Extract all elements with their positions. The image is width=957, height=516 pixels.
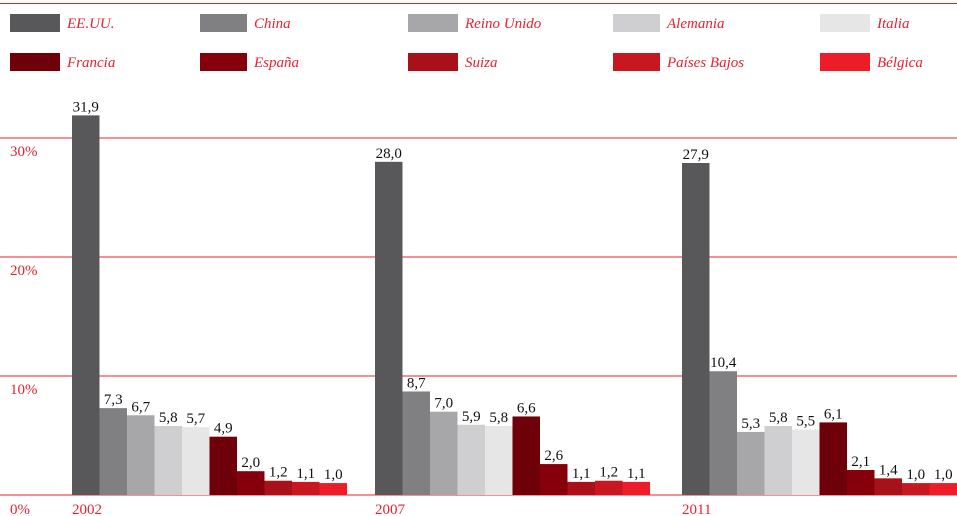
legend-label-ee-uu: EE.UU. bbox=[66, 16, 115, 32]
bar-italia-2007 bbox=[485, 425, 513, 495]
value-label-alemania-2007: 5,9 bbox=[462, 409, 481, 425]
legend-label-espana: España bbox=[253, 55, 299, 71]
legend-swatch-china bbox=[200, 14, 247, 32]
value-label-espana-2011: 2,1 bbox=[851, 454, 870, 470]
value-label-ee-uu-2011: 27,9 bbox=[683, 147, 709, 163]
value-label-alemania-2011: 5,8 bbox=[769, 410, 788, 426]
bars bbox=[72, 115, 957, 496]
legend-label-francia: Francia bbox=[66, 55, 115, 71]
value-label-belgica-2011: 1,0 bbox=[934, 467, 953, 483]
legend-swatch-suiza bbox=[408, 53, 458, 71]
value-label-suiza-2007: 1,1 bbox=[572, 466, 591, 482]
legend-label-reino-unido: Reino Unido bbox=[464, 16, 542, 32]
value-label-francia-2007: 6,6 bbox=[517, 400, 536, 416]
bar-paises-bajos-2002 bbox=[292, 481, 320, 495]
value-label-china-2011: 10,4 bbox=[710, 355, 737, 371]
x-category-label-2011: 2011 bbox=[682, 502, 711, 516]
value-label-alemania-2002: 5,8 bbox=[159, 410, 178, 426]
bar-francia-2007 bbox=[512, 416, 540, 495]
bar-belgica-2007 bbox=[622, 481, 650, 495]
bar-espana-2007 bbox=[540, 464, 568, 495]
bar-belgica-2011 bbox=[929, 483, 957, 495]
value-label-suiza-2011: 1,4 bbox=[879, 462, 898, 478]
bar-francia-2011 bbox=[819, 422, 847, 495]
legend-swatch-ee-uu bbox=[10, 14, 60, 32]
legend-swatch-espana bbox=[200, 53, 247, 71]
legend: EE.UU. China Reino Unido Alemania Italia Fran… bbox=[10, 14, 923, 71]
legend-label-suiza: Suiza bbox=[465, 55, 498, 71]
legend-label-china: China bbox=[254, 16, 291, 32]
value-label-reino-unido-2007: 7,0 bbox=[434, 396, 453, 412]
value-label-espana-2007: 2,6 bbox=[544, 448, 563, 464]
legend-label-belgica: Bélgica bbox=[877, 55, 923, 71]
bar-italia-2011 bbox=[792, 429, 820, 495]
bar-alemania-2002 bbox=[154, 425, 182, 495]
bar-espana-2011 bbox=[847, 470, 875, 495]
bar-belgica-2002 bbox=[319, 483, 347, 495]
value-label-suiza-2002: 1,2 bbox=[269, 465, 288, 481]
legend-swatch-reino-unido bbox=[408, 14, 458, 32]
legend-swatch-italia bbox=[820, 14, 870, 32]
value-label-ee-uu-2007: 28,0 bbox=[376, 146, 402, 162]
bar-china-2002 bbox=[99, 408, 127, 495]
value-label-china-2007: 8,7 bbox=[407, 375, 426, 391]
value-label-ee-uu-2002: 31,9 bbox=[73, 99, 99, 115]
bar-ee-uu-2011 bbox=[682, 162, 710, 496]
bar-suiza-2007 bbox=[567, 481, 595, 495]
value-label-reino-unido-2011: 5,3 bbox=[741, 416, 760, 432]
value-label-paises-bajos-2011: 1,0 bbox=[906, 467, 925, 483]
legend-swatch-francia bbox=[10, 53, 60, 71]
bar-alemania-2007 bbox=[457, 424, 485, 495]
bar-ee-uu-2002 bbox=[72, 115, 100, 495]
value-label-francia-2011: 6,1 bbox=[824, 406, 843, 422]
x-category-label-2002: 2002 bbox=[72, 502, 102, 516]
legend-swatch-alemania bbox=[613, 14, 660, 32]
x-category-label-2007: 2007 bbox=[375, 502, 406, 516]
legend-swatch-belgica bbox=[820, 53, 870, 71]
value-label-italia-2011: 5,5 bbox=[796, 414, 815, 430]
bar-suiza-2002 bbox=[264, 480, 292, 495]
bar-suiza-2011 bbox=[874, 478, 902, 495]
bar-paises-bajos-2007 bbox=[595, 480, 623, 495]
value-label-belgica-2007: 1,1 bbox=[627, 466, 646, 482]
value-label-italia-2007: 5,8 bbox=[489, 410, 508, 426]
bar-paises-bajos-2011 bbox=[902, 483, 930, 495]
bar-francia-2002 bbox=[209, 436, 237, 495]
y-tick-label-20: 20% bbox=[10, 263, 38, 279]
bar-china-2011 bbox=[709, 371, 737, 495]
y-tick-label-30: 30% bbox=[10, 144, 38, 160]
legend-swatch-paises-bajos bbox=[613, 53, 660, 71]
value-labels: 31,9 7,3 6,7 5,8 5,7 4,9 2,0 1,2 1,1 1,0 28,0 8,7 7,… bbox=[73, 99, 953, 483]
bar-china-2007 bbox=[402, 391, 430, 495]
bar-reino-unido-2007 bbox=[430, 411, 458, 495]
value-label-espana-2002: 2,0 bbox=[241, 455, 260, 471]
legend-label-alemania: Alemania bbox=[666, 16, 725, 32]
y-tick-label-10: 10% bbox=[10, 382, 38, 398]
value-label-italia-2002: 5,7 bbox=[186, 411, 205, 427]
value-label-francia-2002: 4,9 bbox=[214, 421, 233, 437]
bar-alemania-2011 bbox=[764, 425, 792, 495]
value-label-belgica-2002: 1,0 bbox=[324, 467, 343, 483]
value-label-paises-bajos-2002: 1,1 bbox=[296, 466, 315, 482]
value-label-paises-bajos-2007: 1,2 bbox=[599, 465, 618, 481]
y-tick-label-0: 0% bbox=[10, 502, 30, 516]
bar-reino-unido-2011 bbox=[737, 431, 765, 495]
bar-reino-unido-2002 bbox=[127, 415, 155, 495]
value-label-reino-unido-2002: 6,7 bbox=[131, 399, 150, 415]
value-label-china-2002: 7,3 bbox=[104, 392, 123, 408]
bar-italia-2002 bbox=[182, 427, 210, 495]
legend-label-italia: Italia bbox=[876, 16, 910, 32]
bar-espana-2002 bbox=[237, 471, 265, 495]
legend-label-paises-bajos: Países Bajos bbox=[666, 55, 744, 71]
bar-ee-uu-2007 bbox=[375, 161, 403, 496]
axis-labels: 0% 10% 20% 30% 2002 2007 2011 bbox=[10, 144, 711, 516]
